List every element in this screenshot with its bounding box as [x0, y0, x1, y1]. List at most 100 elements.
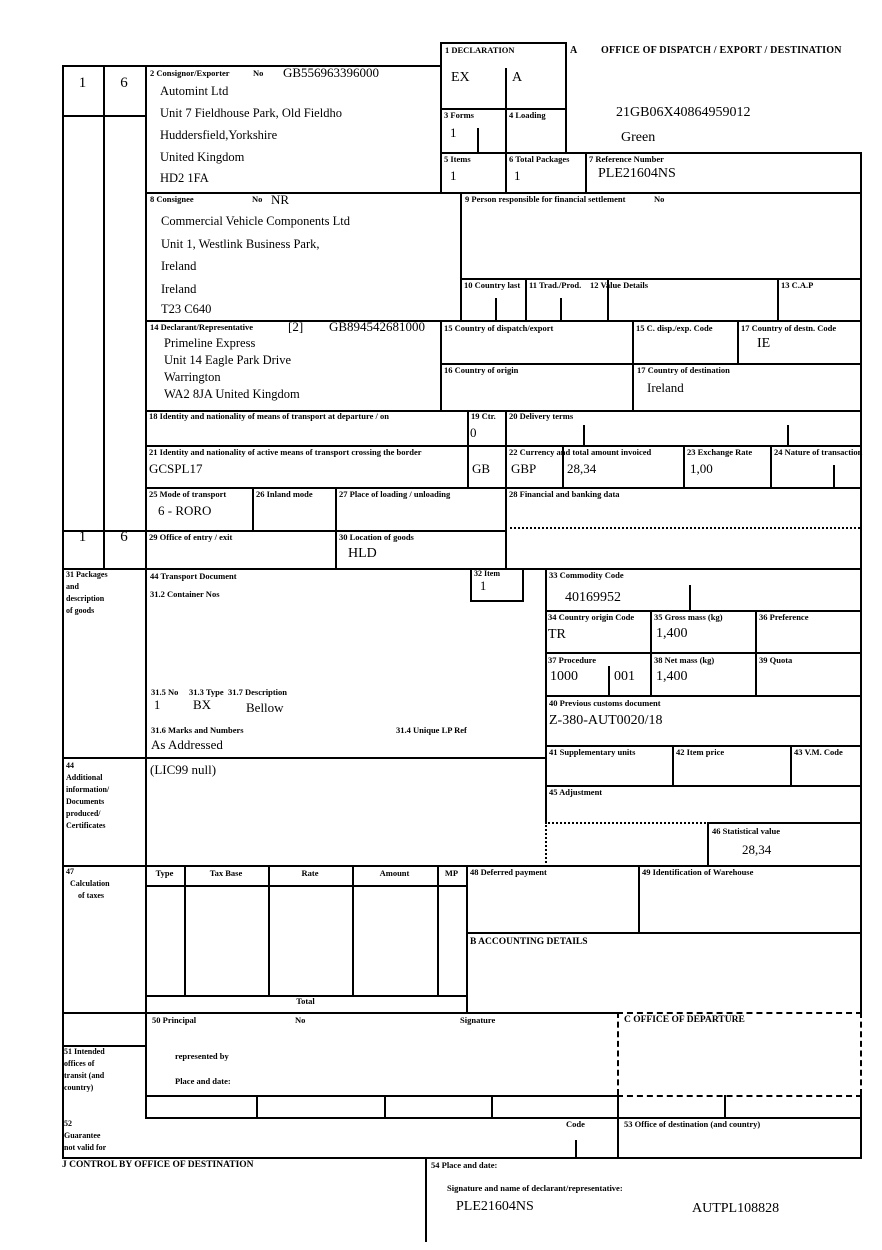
divider-line: [522, 568, 524, 602]
divider-line: [62, 1045, 147, 1047]
divider-line: [145, 885, 468, 887]
box31-margin-label: of goods: [66, 606, 95, 615]
box31-4-label: 31.4 Unique LP Ref: [396, 725, 467, 735]
divider-line: [440, 42, 442, 194]
divider-line-dot: [545, 822, 709, 824]
box11-label: 11 Trad./Prod.: [529, 280, 582, 290]
box44-margin-label: Additional: [66, 773, 103, 782]
box31-3-value: BX: [193, 697, 212, 712]
box22-amount: 28,34: [567, 461, 597, 476]
divider-line: [638, 865, 640, 934]
box17c-label: 17 Country of destn. Code: [741, 323, 837, 333]
box36-label: 36 Preference: [759, 612, 809, 622]
divider-line: [256, 1095, 258, 1119]
copy-number-6b: 6: [120, 529, 128, 545]
divider-line: [62, 530, 507, 532]
box33-commodity-code: 40169952: [565, 590, 621, 605]
box39-label: 39 Quota: [759, 655, 793, 665]
box31-7-value: Bellow: [246, 700, 284, 715]
divider-line: [491, 1095, 493, 1119]
box5-label: 5 Items: [444, 154, 471, 164]
divider-line: [724, 1095, 726, 1119]
box15-label: 15 Country of dispatch/export: [444, 323, 554, 333]
box31-margin-label: and: [66, 582, 79, 591]
divider-line: [145, 487, 860, 489]
divider-line: [770, 445, 772, 489]
box41-label: 41 Supplementary units: [549, 747, 636, 757]
box23-value: 1,00: [690, 461, 713, 476]
section-c-title: C OFFICE OF DEPARTURE: [624, 1015, 745, 1025]
consignee-line: Ireland: [161, 282, 197, 296]
box3-value: 1: [450, 125, 457, 140]
box17c-value: IE: [757, 336, 771, 351]
divider-line: [145, 995, 468, 997]
box29-label: 29 Office of entry / exit: [149, 532, 233, 542]
consignor-line: Unit 7 Fieldhouse Park, Old Fieldho: [160, 106, 342, 120]
divider-line: [145, 1117, 860, 1119]
box6-value: 1: [514, 168, 521, 183]
divider-line: [860, 1095, 862, 1159]
box16-label: 16 Country of origin: [444, 365, 519, 375]
divider-line: [608, 666, 610, 697]
divider-line: [790, 745, 792, 787]
declarant-line: WA2 8JA United Kingdom: [164, 387, 300, 401]
box42-label: 42 Item price: [676, 747, 725, 757]
box22-currency: GBP: [511, 461, 537, 476]
divider-line: [62, 65, 442, 67]
divider-line: [466, 865, 468, 1014]
box15c-label: 15 C. disp./exp. Code: [636, 323, 713, 333]
divider-line: [460, 278, 860, 280]
box52-margin-label: 52: [64, 1119, 72, 1128]
box1-declaration-type: EX: [451, 70, 470, 85]
box51-margin-label: transit (and: [64, 1071, 105, 1080]
box7-label: 7 Reference Number: [589, 154, 664, 164]
declarant-line: Unit 14 Eagle Park Drive: [164, 353, 292, 367]
box21-label: 21 Identity and nationality of active me…: [149, 447, 422, 457]
divider-line: [437, 865, 439, 997]
box44-margin-label: Documents: [66, 797, 105, 806]
divider-line: [268, 865, 270, 997]
divider-line: [707, 822, 709, 867]
divider-line: [145, 65, 147, 1119]
divider-line: [440, 152, 860, 154]
divider-line: [466, 932, 860, 934]
box9-no-label: No: [654, 194, 665, 204]
box54-reference: PLE21604NS: [456, 1199, 534, 1214]
box32-item-number: 1: [480, 579, 487, 593]
divider-line: [440, 108, 567, 110]
declarant-line: Warrington: [164, 370, 221, 384]
box40-value: Z-380-AUT0020/18: [549, 713, 663, 728]
box19-label: 19 Ctr.: [471, 411, 496, 421]
divider-line: [470, 568, 472, 602]
box52-margin-label: not valid for: [64, 1143, 107, 1152]
tax-col-rate: Rate: [301, 868, 319, 878]
consignor-line: United Kingdom: [160, 150, 245, 164]
divider-line: [545, 745, 860, 747]
divider-line: [860, 152, 862, 1014]
box23-label: 23 Exchange Rate: [687, 447, 753, 457]
divider-line: [440, 42, 567, 44]
box31-2-label: 31.2 Container Nos: [150, 589, 220, 599]
box2-eori: GB556963396000: [283, 65, 380, 80]
divider-line: [672, 745, 674, 787]
copy-number-1b: 1: [78, 529, 87, 545]
divider-line: [145, 1095, 619, 1097]
box44-value: (LIC99 null): [150, 762, 217, 777]
box50-label: 50 Principal: [152, 1015, 197, 1025]
box44-margin-label: 44: [66, 761, 74, 770]
box31-margin-label: description: [66, 594, 105, 603]
section-j-title: J CONTROL BY OFFICE OF DESTINATION: [62, 1160, 254, 1170]
tax-col-mp: MP: [444, 868, 459, 878]
divider-line: [477, 128, 479, 154]
section-a-letter: A: [570, 45, 578, 56]
divider-line: [460, 192, 462, 322]
box5-value: 1: [450, 168, 457, 183]
box2-no-label: No: [253, 68, 264, 78]
divider-line: [145, 410, 860, 412]
divider-line-dash: [617, 1012, 862, 1014]
box43-label: 43 V.M. Code: [794, 747, 843, 757]
box17-label: 17 Country of destination: [637, 365, 730, 375]
box45-label: 45 Adjustment: [549, 787, 603, 797]
box46-value: 28,34: [742, 842, 772, 857]
box38-label: 38 Net mass (kg): [654, 655, 715, 665]
